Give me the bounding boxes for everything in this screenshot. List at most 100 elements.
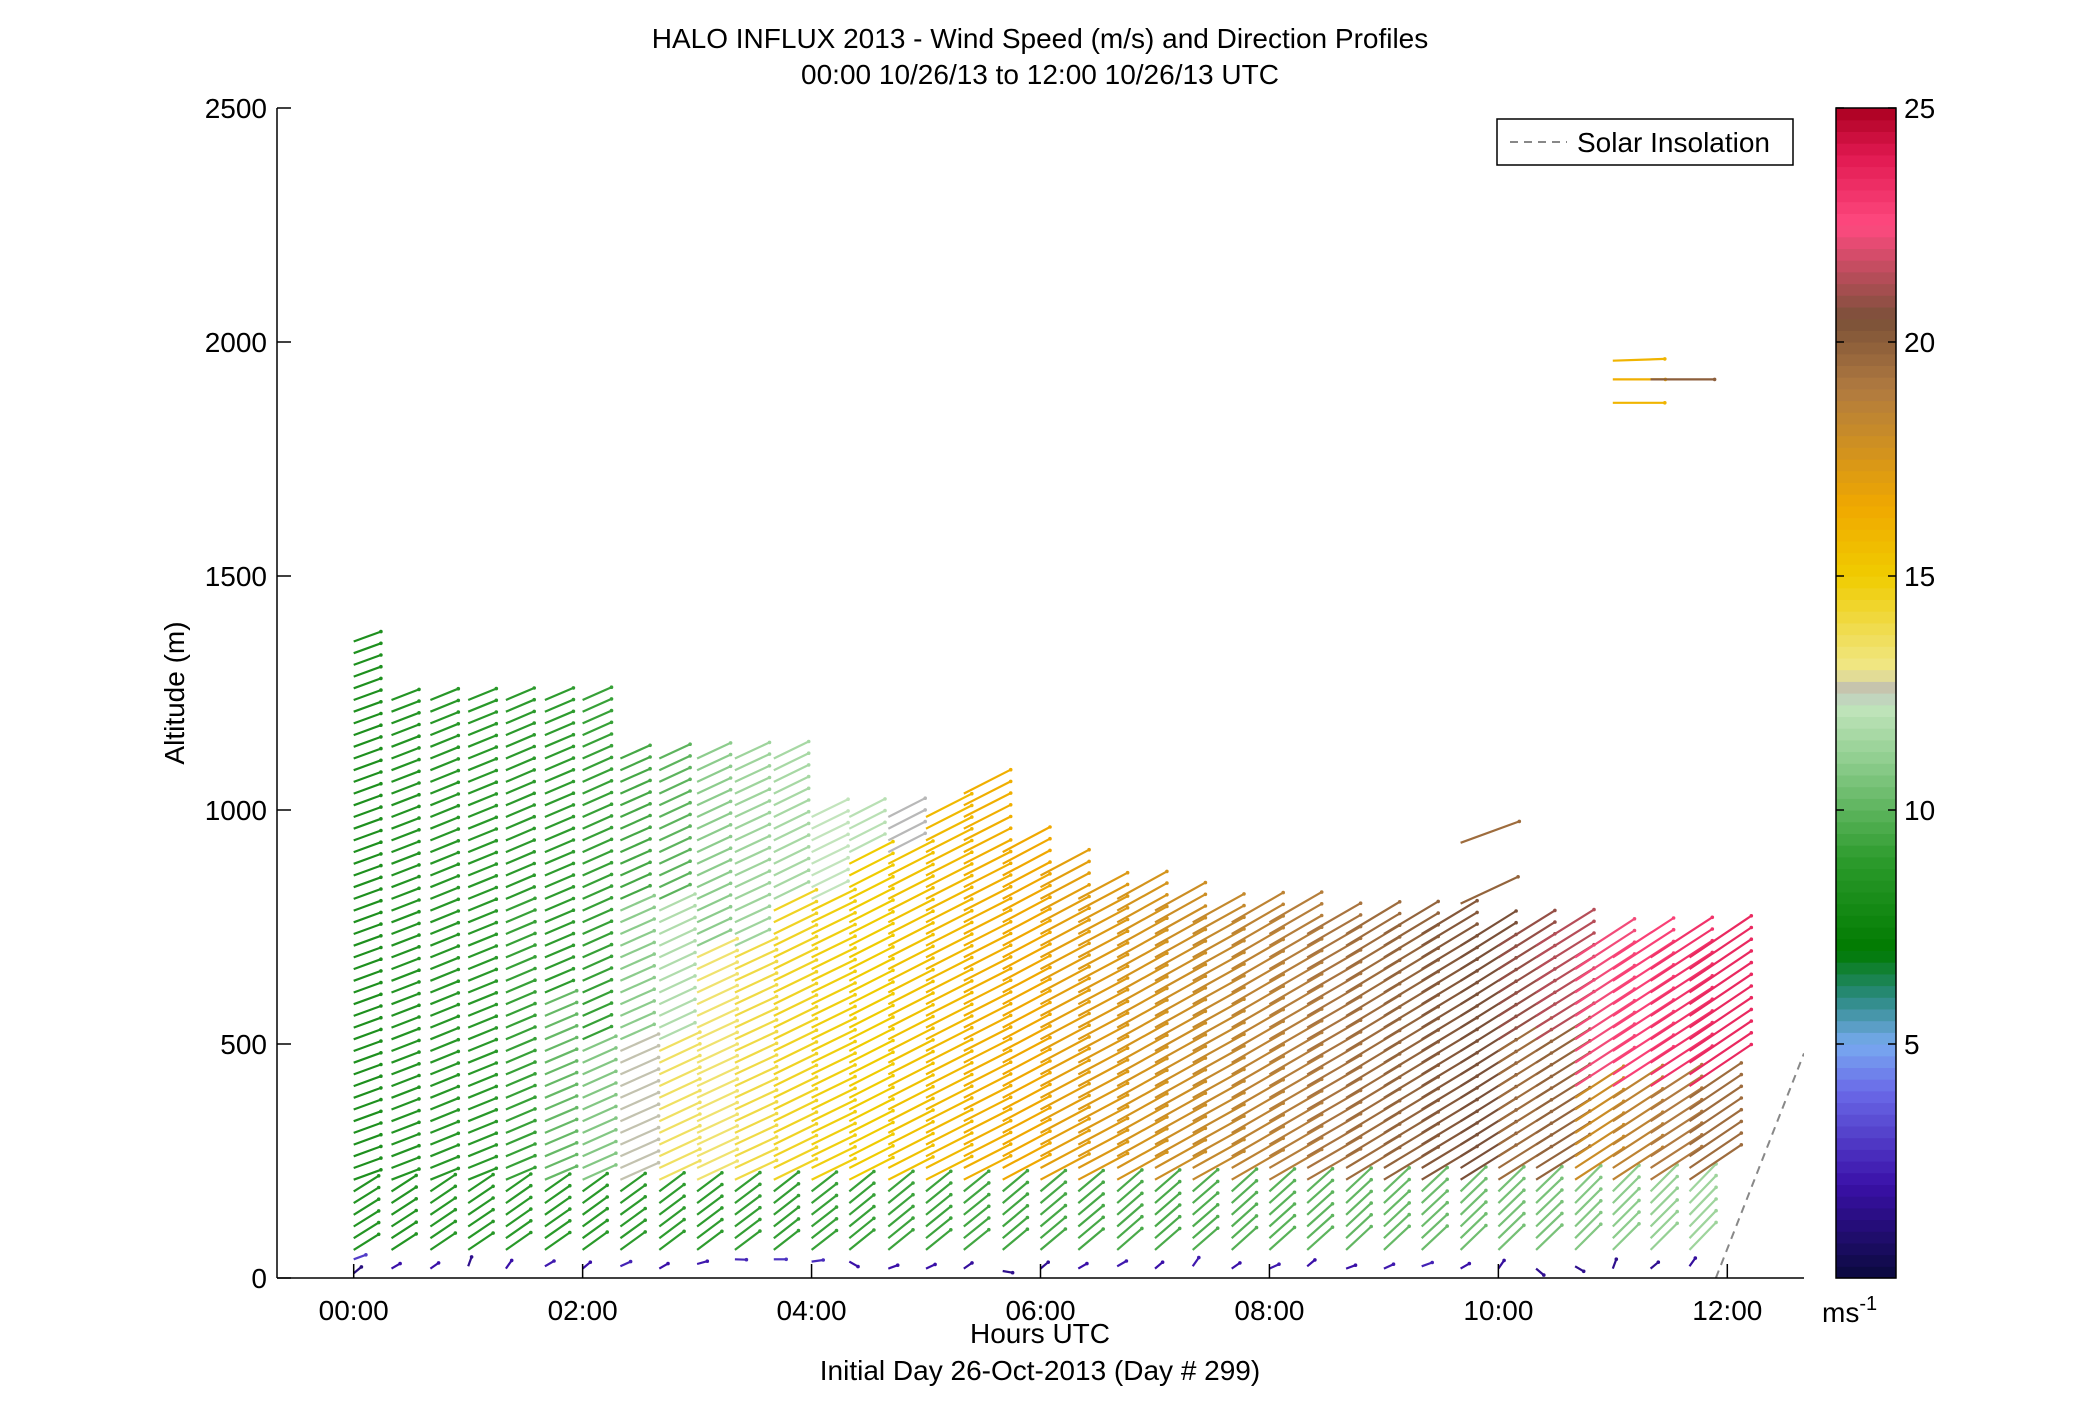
barb-tip <box>379 875 383 880</box>
barb-tip <box>1008 849 1013 854</box>
barb-tip <box>1369 1189 1373 1194</box>
barb-tip <box>1663 357 1667 361</box>
wind-barb <box>1231 902 1285 935</box>
barb-shaft <box>505 955 536 971</box>
wind-barb <box>658 1135 702 1158</box>
barb-shaft <box>467 769 497 783</box>
wind-barb <box>353 758 383 772</box>
barb-tip <box>456 885 461 890</box>
barb-tip <box>533 1153 537 1158</box>
wind-barb <box>582 1001 614 1017</box>
barb-shaft <box>1002 1024 1051 1052</box>
wind-barb <box>391 991 421 1006</box>
barb-shaft <box>734 764 770 783</box>
barb-tip <box>796 1217 801 1221</box>
barb-tip <box>643 1171 647 1176</box>
wind-barb <box>1688 1072 1744 1111</box>
barb-shaft <box>1459 1201 1487 1228</box>
barb-shaft <box>467 1173 494 1193</box>
wind-barb <box>1574 1187 1603 1216</box>
wind-barb <box>734 857 772 877</box>
barb-shaft <box>848 833 886 854</box>
barb-shaft <box>963 862 1012 889</box>
wind-barb <box>467 1061 499 1076</box>
wind-barb <box>544 1129 579 1146</box>
wind-barb <box>658 1182 686 1204</box>
barb-shaft <box>429 828 459 842</box>
y-tick-label: 500 <box>220 1029 267 1060</box>
barb-shaft <box>887 1027 934 1052</box>
wind-barb <box>848 797 887 818</box>
wind-barb <box>1574 1199 1603 1228</box>
barb-tip <box>379 922 383 926</box>
wind-barb <box>1268 1213 1297 1240</box>
barb-tip <box>417 1132 421 1136</box>
wind-barb <box>848 851 895 877</box>
barb-shaft <box>429 933 459 947</box>
barb-shaft <box>696 1043 738 1064</box>
wind-barb <box>582 837 614 854</box>
wind-barb <box>696 1147 739 1169</box>
barb-shaft <box>773 1017 817 1041</box>
wind-barb <box>544 1000 579 1017</box>
wind-barb <box>887 1038 935 1064</box>
barb-tip <box>814 1157 819 1161</box>
barb-shaft <box>1116 1104 1168 1134</box>
barb-shaft <box>391 887 420 900</box>
barb-tip <box>379 664 383 669</box>
barb-tip <box>1436 911 1440 915</box>
colorbar-segment <box>1836 716 1896 729</box>
barb-shaft <box>619 976 655 994</box>
barb-tip <box>574 1070 579 1075</box>
wind-barb <box>619 778 652 795</box>
barb-tip <box>1165 893 1169 897</box>
barb-tip <box>1087 953 1091 957</box>
barb-tip <box>456 850 461 855</box>
wind-barb <box>925 1084 974 1111</box>
wind-barb <box>734 947 779 971</box>
barb-tip <box>1087 976 1091 981</box>
barb-shaft <box>963 967 1012 994</box>
barb-tip <box>1008 814 1013 819</box>
barb-shaft <box>1268 1008 1323 1041</box>
barb-tip <box>728 764 733 769</box>
barb-shaft <box>391 852 420 865</box>
y-tick-label: 1000 <box>205 795 267 826</box>
barb-shaft <box>810 1182 838 1204</box>
wind-barb <box>773 833 811 854</box>
barb-shaft <box>1192 1033 1245 1064</box>
wind-barb <box>353 1168 383 1181</box>
wind-barb <box>696 1112 739 1134</box>
barb-shaft <box>1192 1045 1245 1076</box>
wind-barb <box>429 932 461 947</box>
wind-barb <box>619 1102 661 1123</box>
barb-tip <box>1203 904 1208 908</box>
wind-barb <box>658 1123 702 1146</box>
barb-shaft <box>887 1015 934 1041</box>
barb-shaft <box>658 801 691 818</box>
barb-tip <box>533 1072 537 1076</box>
wind-barb <box>1002 883 1052 912</box>
barb-tip <box>767 799 772 803</box>
barb-tip <box>1048 883 1052 888</box>
barb-shaft <box>544 757 574 772</box>
barb-shaft <box>1612 1199 1640 1228</box>
barb-tip <box>1087 883 1091 887</box>
barb-shaft <box>1039 872 1090 900</box>
barb-tip <box>693 1009 697 1013</box>
barb-shaft <box>1649 1210 1678 1239</box>
colorbar-segment <box>1836 154 1896 168</box>
barb-shaft <box>734 948 778 971</box>
barb-shaft <box>773 1194 800 1216</box>
barb-tip <box>931 1073 935 1077</box>
barb-shaft <box>1116 1169 1143 1193</box>
barb-tip <box>494 768 499 773</box>
barb-shaft <box>1002 861 1051 889</box>
barb-shaft <box>1459 1213 1487 1239</box>
barb-tip <box>931 874 935 878</box>
barb-shaft <box>467 687 497 702</box>
barb-shaft <box>734 870 770 889</box>
barb-shaft <box>1459 1166 1487 1193</box>
barb-tip <box>806 751 811 755</box>
barb-tip <box>688 859 692 863</box>
